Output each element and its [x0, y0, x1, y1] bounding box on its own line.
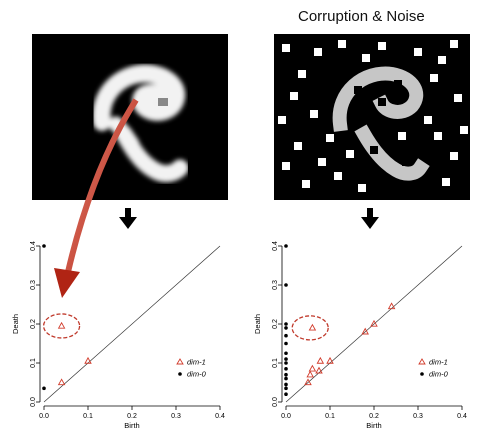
y-tick-label: 0.4 — [272, 241, 279, 251]
dim-0-point — [42, 244, 46, 248]
x-tick-label: 0.2 — [369, 413, 379, 420]
dim-0-point — [284, 357, 288, 361]
dim-0-point — [284, 376, 288, 381]
x-tick-label: 0.0 — [39, 413, 49, 420]
y-tick-label: 0.4 — [30, 241, 37, 251]
clean-digit-image — [32, 34, 228, 200]
y-axis-label: Death — [11, 314, 20, 334]
diagonal-line — [285, 245, 463, 403]
y-tick-label: 0.2 — [30, 319, 37, 329]
dim-1-point — [316, 356, 325, 364]
dim-0-point — [284, 341, 288, 346]
legend-label: dim-0 — [429, 370, 449, 379]
y-tick-label: 0.2 — [272, 319, 279, 329]
y-tick-label: 0.3 — [30, 280, 37, 290]
x-tick-label: 0.3 — [413, 413, 423, 420]
dim-0-point — [284, 382, 288, 387]
legend-label: dim-1 — [429, 358, 448, 367]
legend-dot-icon — [178, 372, 182, 376]
highlight-ellipse — [42, 313, 81, 339]
x-tick-label: 0.2 — [127, 413, 137, 420]
noisy-digit-image — [274, 34, 470, 200]
y-tick-label: 0.1 — [30, 358, 37, 368]
dim-1-point — [308, 364, 317, 372]
persistence-diagram-noisy: 0.0 0.1 0.2 0.3 0.4 0.0 0.1 0.2 0.3 0.4 Birth Death… — [253, 241, 467, 430]
dim-0-point — [284, 367, 288, 371]
x-tick-label: 0.4 — [457, 413, 467, 420]
dim-0-point — [42, 386, 46, 391]
dim-0-point — [284, 372, 288, 377]
legend-triangle-icon — [176, 358, 184, 365]
x-tick-label: 0.0 — [281, 413, 291, 420]
y-tick-label: 0.0 — [30, 397, 37, 407]
y-tick-label: 0.3 — [272, 280, 279, 290]
legend-dot-icon — [420, 372, 424, 376]
dim-0-point — [284, 333, 288, 338]
y-tick-label: 0.0 — [272, 397, 279, 407]
legend-triangle-icon — [418, 358, 426, 365]
dim-1-point — [308, 323, 317, 331]
y-axis-label: Death — [253, 314, 262, 334]
dim-0-point — [284, 361, 288, 365]
x-tick-label: 0.1 — [325, 413, 335, 420]
dim-0-point — [284, 326, 288, 330]
dim-1-point — [57, 321, 66, 329]
dim-1-point — [361, 327, 369, 335]
legend-label: dim-0 — [187, 370, 207, 379]
dim-0-point — [284, 351, 288, 356]
down-arrow-icon-left — [119, 208, 137, 229]
dim-1-point — [387, 302, 396, 310]
dim-1-point — [304, 378, 312, 386]
dim-0-point — [284, 283, 288, 287]
dim-1-point — [326, 356, 334, 364]
x-tick-label: 0.4 — [215, 413, 225, 420]
x-tick-label: 0.1 — [83, 413, 93, 420]
dim-1-point — [370, 319, 378, 327]
x-axis-label: Birth — [366, 421, 381, 430]
x-axis-label: Birth — [124, 421, 139, 430]
x-tick-label: 0.3 — [171, 413, 181, 420]
y-tick-label: 0.1 — [272, 358, 279, 368]
corruption-noise-title: Corruption & Noise — [298, 8, 425, 25]
legend-label: dim-1 — [187, 358, 206, 367]
dim-0-point — [284, 322, 288, 326]
dim-0-point — [284, 392, 288, 396]
dim-0-point — [284, 386, 288, 391]
dim-1-point — [84, 356, 92, 364]
down-arrow-icon-right — [361, 208, 379, 229]
dim-0-point — [284, 244, 288, 248]
diagonal-line — [43, 245, 221, 403]
dim-1-point — [57, 378, 66, 386]
dim-1-point — [306, 370, 314, 378]
persistence-diagram-clean: 0.0 0.1 0.2 0.3 0.4 0.0 0.1 0.2 0.3 0.4 Birth Death… — [11, 241, 225, 430]
dim-1-point — [315, 366, 323, 374]
